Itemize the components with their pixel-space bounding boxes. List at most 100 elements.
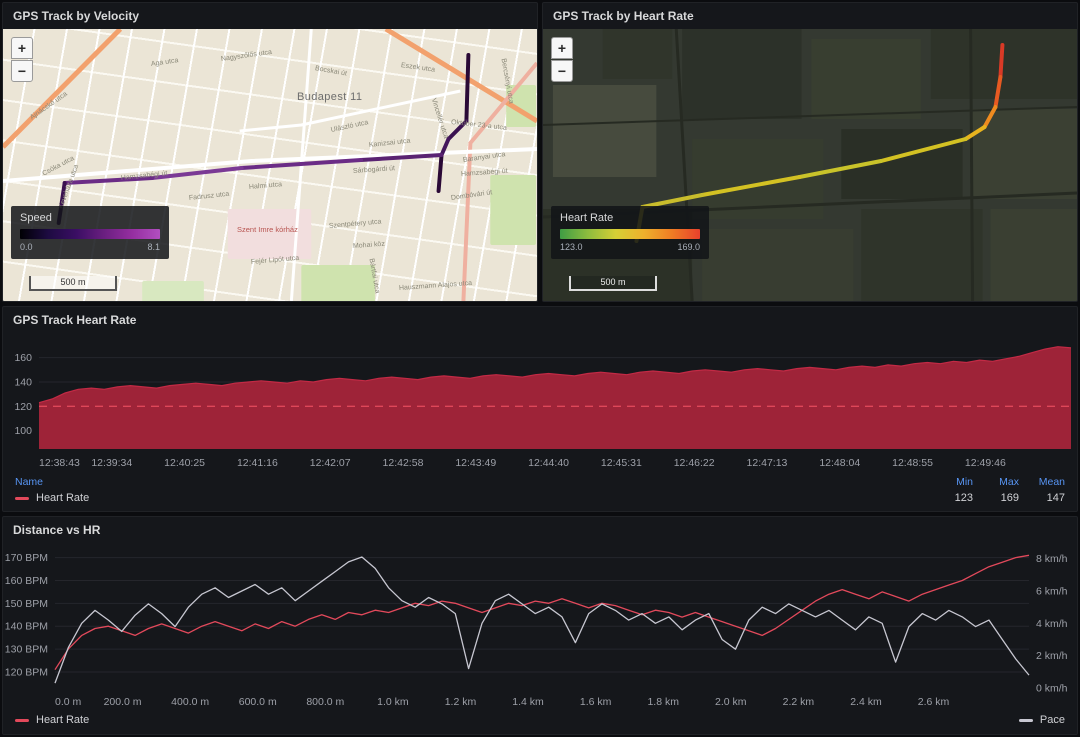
speed-legend-title: Speed [20,212,52,224]
svg-text:160 BPM: 160 BPM [5,575,48,587]
svg-text:1.6 km: 1.6 km [580,696,612,708]
distance-vs-hr-chart[interactable]: 120 BPM 130 BPM 140 BPM 150 BPM 160 BPM 170 B… [3,543,1077,712]
dual-chart-legend: Heart Rate Pace [3,712,1077,734]
map-zoom-control: + − [551,37,573,82]
svg-text:140: 140 [14,376,32,388]
satellite-map-layer [543,29,1077,301]
svg-text:200.0 m: 200.0 m [104,696,142,708]
speed-legend: Speed 0.0 8.1 [11,206,169,259]
svg-text:0 km/h: 0 km/h [1036,683,1068,695]
svg-text:1.0 km: 1.0 km [377,696,409,708]
svg-text:0.0 m: 0.0 m [55,696,82,708]
svg-text:130 BPM: 130 BPM [5,644,48,656]
zoom-in-button[interactable]: + [11,37,33,59]
speed-max: 8.1 [147,242,160,252]
svg-text:12:41:16: 12:41:16 [237,457,278,469]
svg-text:120: 120 [14,401,32,413]
svg-text:12:42:58: 12:42:58 [383,457,424,469]
panel-hr-timeseries: GPS Track Heart Rate 100 120 140 160 12:38:4… [2,306,1078,512]
speed-min: 0.0 [20,242,33,252]
svg-text:12:40:25: 12:40:25 [164,457,205,469]
legend-mean-value: 147 [1046,492,1065,504]
speed-gradient-bar [20,229,160,239]
hr-gradient-bar [560,229,700,239]
panel-header: GPS Track Heart Rate [3,307,1077,333]
zoom-out-button[interactable]: − [11,60,33,82]
svg-text:12:48:04: 12:48:04 [819,457,860,469]
svg-text:1.8 km: 1.8 km [647,696,679,708]
map-zoom-control: + − [11,37,33,82]
svg-text:2.4 km: 2.4 km [850,696,882,708]
map-scale-bar: 500 m [569,276,657,291]
legend-max-value: 169 [1000,492,1019,504]
hr-timeseries-chart[interactable]: 100 120 140 160 12:38:43 12:39:34 12:40:25 12:4… [3,333,1077,473]
hr-max: 169.0 [677,242,700,252]
legend-header-max[interactable]: Max [999,476,1019,488]
svg-text:100: 100 [14,425,32,437]
hr-legend-title: Heart Rate [560,212,614,224]
svg-text:120 BPM: 120 BPM [5,666,48,678]
svg-text:12:43:49: 12:43:49 [455,457,496,469]
panel-title-hr-timeseries[interactable]: GPS Track Heart Rate [13,313,137,327]
panel-title-distance-vs-hr[interactable]: Distance vs HR [13,523,101,537]
panel-hr-map: GPS Track by Heart Rate + − Heart Rate 1… [542,2,1078,302]
heart-rate-legend: Heart Rate 123.0 169.0 [551,206,709,259]
hr-legend-range: 123.0 169.0 [560,242,700,252]
street-map-layer [3,29,537,301]
svg-text:4 km/h: 4 km/h [1036,618,1068,630]
top-row: GPS Track by Velocity + − Speed 0.0 8.1 … [2,2,1078,302]
svg-text:2.6 km: 2.6 km [918,696,950,708]
svg-text:8 km/h: 8 km/h [1036,553,1068,565]
legend-series-heart-rate[interactable]: Heart Rate [15,492,927,504]
hr-min: 123.0 [560,242,583,252]
svg-text:2.0 km: 2.0 km [715,696,747,708]
svg-text:12:45:31: 12:45:31 [601,457,642,469]
svg-text:1.4 km: 1.4 km [512,696,544,708]
svg-text:6 km/h: 6 km/h [1036,585,1068,597]
svg-text:1.2 km: 1.2 km [445,696,477,708]
svg-text:12:46:22: 12:46:22 [674,457,715,469]
hr-map-canvas[interactable]: + − Heart Rate 123.0 169.0 500 m [543,29,1077,301]
panel-title-hr-map[interactable]: GPS Track by Heart Rate [553,9,694,23]
panel-header: GPS Track by Velocity [3,3,537,29]
timeseries-legend-table: Name Min Max Mean Heart Rate 123 169 147 [3,473,1077,511]
legend-header-row: Name Min Max Mean [15,474,1065,491]
svg-text:170 BPM: 170 BPM [5,552,48,564]
svg-text:800.0 m: 800.0 m [306,696,344,708]
svg-text:600.0 m: 600.0 m [239,696,277,708]
velocity-map-canvas[interactable]: + − Speed 0.0 8.1 500 m Aga utca Nagyszől… [3,29,537,301]
svg-text:400.0 m: 400.0 m [171,696,209,708]
svg-text:12:44:40: 12:44:40 [528,457,569,469]
pace-series-marker [1018,718,1033,722]
svg-text:12:38:43: 12:38:43 [39,457,80,469]
panel-header: Distance vs HR [3,517,1077,543]
legend-item-heart-rate[interactable]: Heart Rate [15,714,89,726]
panel-velocity-map: GPS Track by Velocity + − Speed 0.0 8.1 … [2,2,538,302]
legend-item-pace[interactable]: Pace [1018,714,1065,726]
legend-row-heart-rate: Heart Rate 123 169 147 [15,491,1065,505]
svg-text:140 BPM: 140 BPM [5,621,48,633]
svg-text:12:39:34: 12:39:34 [91,457,132,469]
panel-distance-vs-hr: Distance vs HR 120 BPM 130 BPM 140 BPM 150 … [2,516,1078,735]
zoom-out-button[interactable]: − [551,60,573,82]
panel-title-velocity[interactable]: GPS Track by Velocity [13,9,140,23]
map-scale-bar: 500 m [29,276,117,291]
svg-text:12:42:07: 12:42:07 [310,457,351,469]
heart-rate-series-marker [15,718,29,722]
legend-header-min[interactable]: Min [956,476,973,488]
heart-rate-series-marker [15,496,29,500]
svg-text:12:49:46: 12:49:46 [965,457,1006,469]
svg-text:160: 160 [14,352,32,364]
svg-text:2.2 km: 2.2 km [783,696,815,708]
svg-text:150 BPM: 150 BPM [5,598,48,610]
legend-min-value: 123 [954,492,973,504]
svg-text:12:48:55: 12:48:55 [892,457,933,469]
zoom-in-button[interactable]: + [551,37,573,59]
speed-legend-range: 0.0 8.1 [20,242,160,252]
svg-text:12:47:13: 12:47:13 [747,457,788,469]
legend-header-name[interactable]: Name [15,476,44,488]
svg-text:2 km/h: 2 km/h [1036,650,1068,662]
legend-header-mean[interactable]: Mean [1038,476,1065,488]
panel-header: GPS Track by Heart Rate [543,3,1077,29]
